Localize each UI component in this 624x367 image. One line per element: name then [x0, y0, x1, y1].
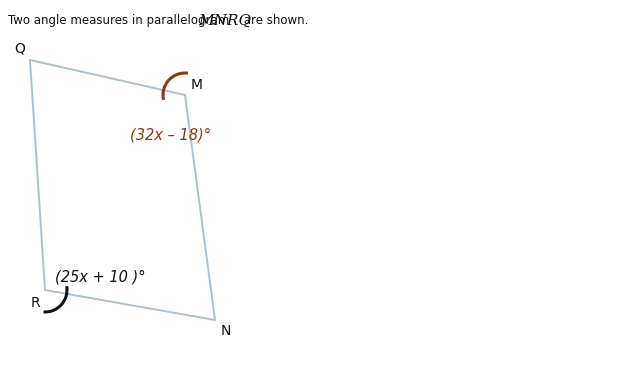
Text: are shown.: are shown.	[240, 14, 308, 27]
Text: M: M	[191, 78, 203, 92]
Text: Two angle measures in parallelogram: Two angle measures in parallelogram	[8, 14, 236, 27]
Text: N: N	[221, 324, 232, 338]
Text: Q: Q	[14, 42, 25, 56]
Text: (32x – 18)°: (32x – 18)°	[130, 127, 211, 142]
Text: R: R	[31, 296, 40, 310]
Text: MNRQ: MNRQ	[198, 14, 251, 28]
Text: (25x + 10 )°: (25x + 10 )°	[55, 270, 145, 285]
